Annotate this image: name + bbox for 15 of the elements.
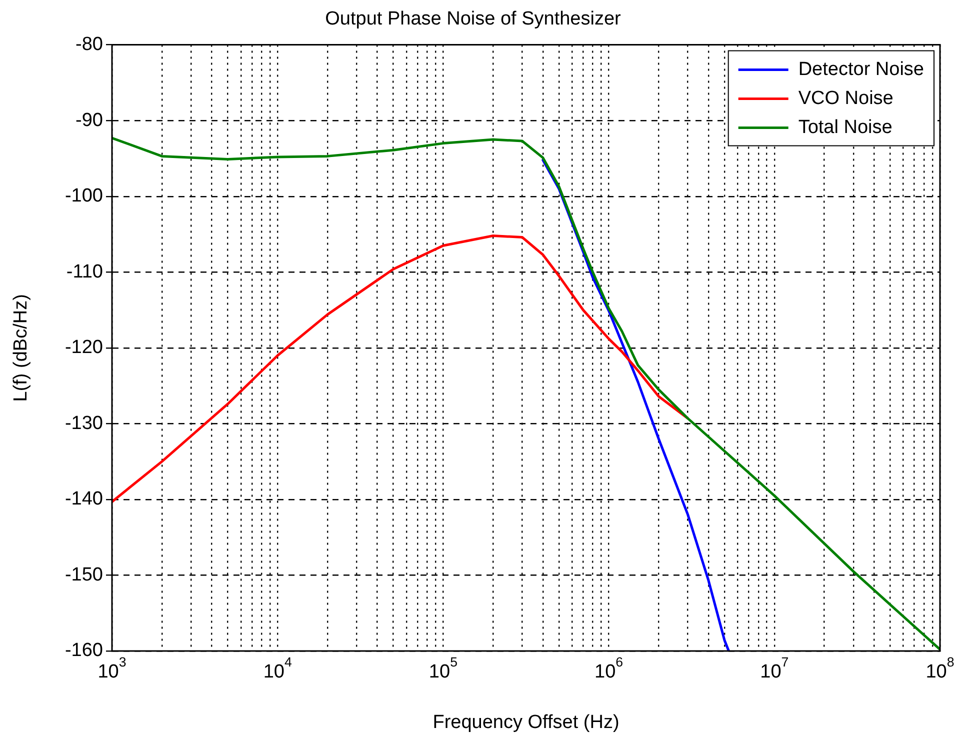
- y-tick-label: -100: [64, 186, 103, 207]
- y-axis-title: L(f) (dBc/Hz): [10, 294, 32, 402]
- y-tick-label: -140: [64, 488, 103, 510]
- y-tick-label: -160: [64, 640, 103, 662]
- legend-label: VCO Noise: [798, 88, 894, 110]
- y-tick-label: -120: [64, 337, 103, 358]
- legend-label: Detector Noise: [798, 59, 924, 80]
- y-tick-label: -80: [76, 34, 103, 56]
- y-tick-label: -150: [64, 564, 103, 586]
- x-axis-title: Frequency Offset (Hz): [432, 712, 620, 733]
- chart-title: Output Phase Noise of Synthesizer: [325, 8, 622, 30]
- legend-label: Total Noise: [798, 117, 892, 138]
- y-tick-label: -90: [76, 110, 103, 131]
- y-tick-label: -130: [64, 412, 103, 434]
- y-tick-label: -110: [66, 261, 103, 282]
